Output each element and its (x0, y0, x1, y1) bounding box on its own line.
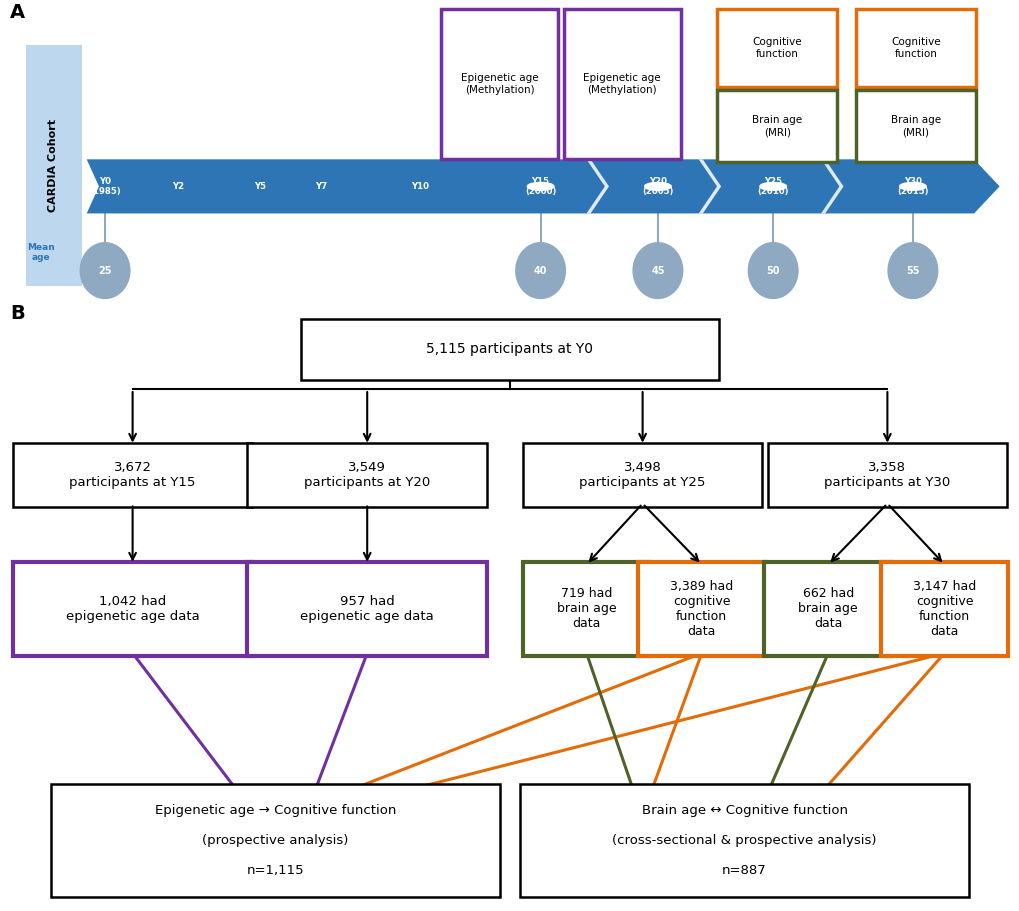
Text: 45: 45 (650, 266, 664, 275)
FancyBboxPatch shape (248, 561, 487, 656)
Text: 40: 40 (533, 266, 547, 275)
FancyBboxPatch shape (51, 784, 499, 897)
Text: Cognitive
function: Cognitive function (752, 37, 801, 59)
Text: 662 had
brain age
data: 662 had brain age data (798, 588, 857, 630)
Text: Brain age ↔ Cognitive function

(cross-sectional & prospective analysis)

n=887: Brain age ↔ Cognitive function (cross-se… (611, 804, 876, 877)
Polygon shape (79, 242, 130, 299)
Text: Cognitive
function: Cognitive function (891, 37, 940, 59)
FancyBboxPatch shape (855, 90, 975, 162)
Polygon shape (87, 159, 999, 213)
Text: 957 had
epigenetic age data: 957 had epigenetic age data (300, 595, 434, 623)
Text: Brain age
(MRI): Brain age (MRI) (890, 116, 941, 137)
FancyBboxPatch shape (638, 561, 764, 656)
Text: Y25
(2010): Y25 (2010) (757, 177, 788, 196)
FancyBboxPatch shape (764, 561, 892, 656)
Text: 1,042 had
epigenetic age data: 1,042 had epigenetic age data (65, 595, 200, 623)
FancyBboxPatch shape (520, 784, 968, 897)
Polygon shape (586, 159, 608, 213)
Text: Mean
age: Mean age (28, 243, 55, 262)
Circle shape (644, 182, 671, 190)
Text: 3,549
participants at Y20: 3,549 participants at Y20 (304, 461, 430, 488)
Text: Epigenetic age → Cognitive function

(prospective analysis)

n=1,115: Epigenetic age → Cognitive function (pro… (155, 804, 395, 877)
FancyBboxPatch shape (13, 561, 253, 656)
Text: 719 had
brain age
data: 719 had brain age data (556, 588, 615, 630)
Text: 3,389 had
cognitive
function
data: 3,389 had cognitive function data (669, 580, 733, 638)
Text: 3,147 had
cognitive
function
data: 3,147 had cognitive function data (912, 580, 975, 638)
FancyBboxPatch shape (301, 319, 718, 380)
Text: Y30
(2015): Y30 (2015) (897, 177, 927, 196)
Text: Y5: Y5 (254, 182, 266, 191)
Text: 3,358
participants at Y30: 3,358 participants at Y30 (823, 461, 950, 488)
FancyBboxPatch shape (716, 9, 837, 87)
FancyBboxPatch shape (522, 561, 650, 656)
FancyBboxPatch shape (880, 561, 1008, 656)
Text: 3,672
participants at Y15: 3,672 participants at Y15 (69, 461, 196, 488)
Text: Epigenetic age
(Methylation): Epigenetic age (Methylation) (583, 74, 660, 95)
Circle shape (527, 182, 553, 190)
Text: 5,115 participants at Y0: 5,115 participants at Y0 (426, 343, 593, 356)
Polygon shape (698, 159, 720, 213)
Text: CARDIA Cohort: CARDIA Cohort (48, 118, 58, 212)
Polygon shape (820, 159, 843, 213)
Text: B: B (10, 303, 24, 322)
Text: 50: 50 (765, 266, 780, 275)
FancyBboxPatch shape (248, 443, 487, 507)
FancyBboxPatch shape (522, 443, 761, 507)
Text: Y10: Y10 (411, 182, 429, 191)
Text: Y20
(2005): Y20 (2005) (642, 177, 673, 196)
Text: 3,498
participants at Y25: 3,498 participants at Y25 (579, 461, 705, 488)
FancyBboxPatch shape (855, 9, 975, 87)
Text: Brain age
(MRI): Brain age (MRI) (751, 116, 802, 137)
Text: Epigenetic age
(Methylation): Epigenetic age (Methylation) (461, 74, 538, 95)
Polygon shape (632, 242, 683, 299)
FancyBboxPatch shape (25, 45, 82, 285)
FancyBboxPatch shape (716, 90, 837, 162)
FancyBboxPatch shape (766, 443, 1006, 507)
FancyBboxPatch shape (13, 443, 253, 507)
Polygon shape (515, 242, 566, 299)
Polygon shape (887, 242, 937, 299)
Text: A: A (10, 3, 25, 22)
Polygon shape (747, 242, 798, 299)
Text: Y2: Y2 (172, 182, 184, 191)
Text: 55: 55 (905, 266, 919, 275)
FancyBboxPatch shape (440, 9, 558, 159)
Text: Y7: Y7 (315, 182, 327, 191)
Circle shape (899, 182, 925, 190)
FancyBboxPatch shape (564, 9, 681, 159)
Text: Y15
(2000): Y15 (2000) (525, 177, 555, 196)
Circle shape (759, 182, 786, 190)
Text: Y0
(1985): Y0 (1985) (89, 177, 121, 196)
Text: 25: 25 (98, 266, 112, 275)
